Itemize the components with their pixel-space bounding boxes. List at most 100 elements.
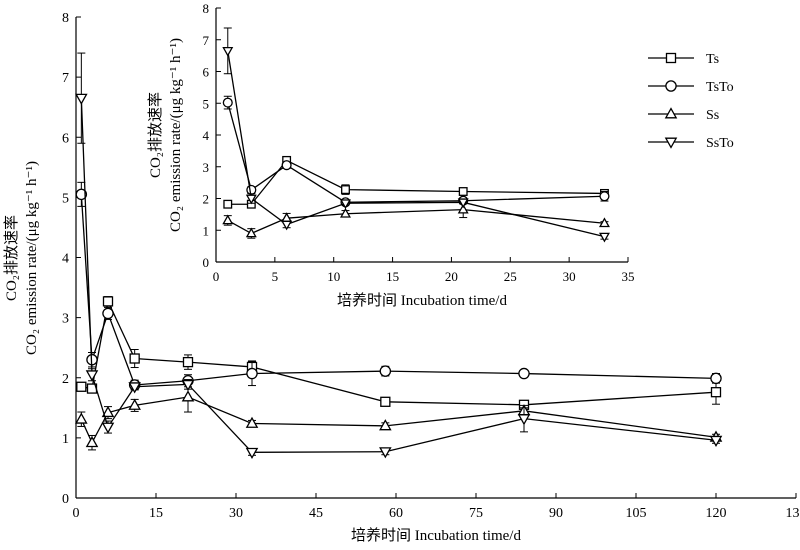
main-x-tick-label: 60 <box>389 506 403 521</box>
inset-series-ss-point <box>598 217 610 228</box>
inset-series-ssto <box>222 27 610 243</box>
main-series-ssto-point <box>101 422 115 434</box>
inset-series-ssto-line <box>227 50 605 238</box>
main-series-ssto-point <box>517 414 531 426</box>
inset-series-ssto-point <box>598 232 610 243</box>
main-x-tick-label: 15 <box>149 506 163 521</box>
main-series-tsto-point <box>710 372 722 385</box>
main-series-ssto-point <box>85 370 99 382</box>
inset-x-tick-label: 35 <box>622 269 635 284</box>
inset-y-tick-label: 3 <box>203 160 210 175</box>
inset-series-ss-point <box>340 207 351 218</box>
main-x-tick-label: 0 <box>73 506 80 521</box>
inset-series-ss-point <box>457 203 469 214</box>
main-series-ssto-point <box>75 93 88 105</box>
main-series-ss-point <box>101 405 115 418</box>
inset-series-tsto-point <box>281 160 292 171</box>
main-y-tick-label: 2 <box>62 372 69 387</box>
main-x-tick-label: 30 <box>229 506 243 521</box>
inset-series-ss-point <box>245 227 257 238</box>
inset-y-tick-label: 4 <box>203 128 210 143</box>
inset-series-ss-line <box>227 208 605 235</box>
main-series-ss <box>75 381 723 451</box>
main-x-tick-label: 135 <box>786 506 800 521</box>
main-series-tsto-point <box>75 188 88 201</box>
legend-label-ss: Ss <box>706 108 719 123</box>
inset-series-ss <box>222 201 610 239</box>
inset-series-ssto-point <box>222 46 234 57</box>
inset-series-ssto-point <box>245 194 257 205</box>
inset-x-tick-label: 10 <box>327 269 340 284</box>
main-series-ts-point <box>710 387 722 398</box>
inset-series-ssto-point <box>340 199 351 210</box>
main-series-ssto-point <box>379 447 392 459</box>
main-series-ssto-point <box>709 435 723 448</box>
main-series-tsto-point <box>102 307 114 320</box>
inset-series-ts-point <box>458 187 468 196</box>
legend-label-tsto: TsTo <box>706 80 734 95</box>
inset-series-ss-point <box>222 214 234 225</box>
inset-background <box>150 0 640 320</box>
main-y-tick-label: 0 <box>62 492 69 507</box>
inset-x-tick-label: 25 <box>504 269 517 284</box>
main-series-ts-point <box>129 353 140 364</box>
main-series-ts-point <box>182 356 194 368</box>
inset-y-tick-label: 0 <box>203 255 210 270</box>
main-plot: 0153045607590105120135012345678 培养时间 Inc… <box>3 11 800 544</box>
main-series-ts-point <box>102 296 114 307</box>
inset-plot: 0 5 10 15 20 25 30 35 0 1 2 3 4 5 6 7 8 培养时间 Incubation … <box>147 0 640 320</box>
main-series-ts-point <box>380 396 391 407</box>
legend-label-ssto: SsTo <box>706 136 734 151</box>
legend-marker-ss <box>664 107 678 119</box>
main-y-axis-title-line1: CO₂排放速率 <box>3 215 20 301</box>
inset-y-tick-label: 2 <box>203 192 210 207</box>
main-y-tick-label: 4 <box>62 252 69 267</box>
main-series-ss-point <box>128 398 141 410</box>
inset-y-axis-title-line2: CO₂ emission rate/(μg kg⁻¹ h⁻¹) <box>168 38 184 232</box>
main-series-ss-point <box>85 435 99 448</box>
inset-x-axis-title: 培养时间 Incubation time/d <box>337 292 507 309</box>
main-series-ssto-point <box>245 447 259 460</box>
main-y-tick-label: 7 <box>62 71 69 86</box>
main-y-tick-label: 1 <box>62 432 69 447</box>
legend-marker-tsto <box>665 80 677 92</box>
inset-series-tsto-point <box>246 184 257 195</box>
main-series-ssto-point <box>128 382 141 394</box>
main-series-ss-line <box>80 396 717 445</box>
main-x-axis-title: 培养时间 Incubation time/d <box>351 527 521 544</box>
main-y-tick-label: 3 <box>62 312 69 327</box>
main-y-tick-label: 5 <box>62 191 69 206</box>
inset-y-tick-label: 1 <box>203 223 210 238</box>
main-y-axis-title-line2: CO₂ emission rate/(μg kg⁻¹ h⁻¹) <box>24 161 40 355</box>
inset-y-axis-title-line1: CO₂排放速率 <box>147 92 164 178</box>
legend: Ts TsTo Ss SsTo <box>648 52 734 151</box>
main-series-tsto-point <box>379 365 392 377</box>
inset-y-tick-label: 7 <box>203 33 210 48</box>
inset-series-ts-point <box>341 185 350 195</box>
inset-x-tick-label: 20 <box>445 269 458 284</box>
inset-series-ts-point <box>223 199 233 209</box>
main-series-tsto-point <box>246 367 258 380</box>
inset-y-tick-label: 8 <box>203 1 210 16</box>
main-series-ss-point <box>75 412 88 424</box>
main-series-ssto-point <box>181 379 195 392</box>
main-series-ssto <box>75 52 723 460</box>
main-series-ts-point <box>76 381 87 392</box>
legend-label-ts: Ts <box>706 52 719 67</box>
main-x-tick-label: 105 <box>626 506 647 521</box>
main-series-ss-point <box>245 416 259 428</box>
main-x-tick-label: 90 <box>549 506 563 521</box>
legend-marker-ssto <box>664 137 678 149</box>
inset-x-tick-label: 15 <box>386 269 399 284</box>
inset-series-tsto <box>222 95 610 208</box>
inset-series-tsto-point <box>599 191 610 202</box>
inset-x-tick-label: 5 <box>272 269 279 284</box>
main-y-tick-label: 8 <box>62 11 69 26</box>
main-series-ss-point <box>181 390 195 402</box>
main-series-ss-point <box>379 419 392 431</box>
main-x-tick-label: 45 <box>309 506 323 521</box>
inset-x-tick-label: 30 <box>563 269 576 284</box>
inset-series-ssto-point <box>457 198 469 209</box>
inset-x-tick-label: 0 <box>213 269 220 284</box>
